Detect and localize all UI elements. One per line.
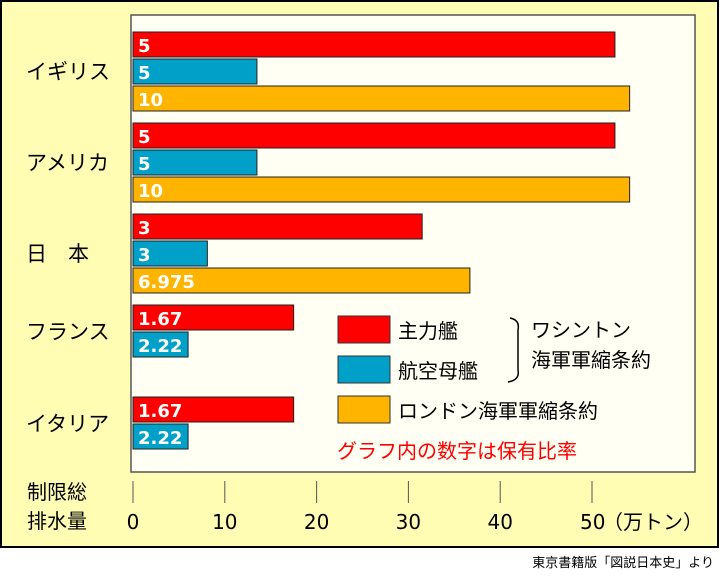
category-label: イタリア: [26, 412, 109, 436]
x-tick-label: 50: [580, 510, 605, 534]
legend-bracket-line1: ワシントン: [531, 318, 631, 342]
bar: [132, 423, 189, 450]
bar: [132, 85, 631, 112]
bar: [132, 31, 616, 58]
legend-swatch-london: [337, 395, 391, 424]
bar: [132, 331, 189, 358]
bar: [132, 122, 616, 149]
bar-label: 6.975: [138, 272, 195, 293]
bar-label: 3: [138, 245, 151, 266]
x-tick-label: 10: [212, 510, 237, 534]
legend-swatch-carrier: [337, 355, 391, 384]
x-tick-label: 40: [487, 510, 512, 534]
bar-label: 5: [138, 36, 151, 57]
legend-bracket: [507, 317, 520, 383]
bar: [132, 240, 208, 267]
category-label: イギリス: [26, 60, 110, 84]
bar-label: 2.22: [138, 428, 182, 449]
legend-bracket-line2: 海軍軍縮条約: [531, 348, 651, 372]
bar-label: 10: [138, 181, 163, 202]
legend-label-main: 主力艦: [398, 319, 458, 343]
bar-label: 2.22: [138, 336, 182, 357]
bar: [132, 149, 258, 176]
x-label-line1: 制限総: [27, 480, 87, 504]
source-credit: 東京書籍版「図説日本史」より: [532, 556, 714, 571]
legend-label-london: ロンドン海軍軍縮条約: [398, 399, 598, 423]
bar: [132, 58, 258, 85]
x-unit-label: （万トン）: [603, 510, 703, 534]
x-tick-label: 30: [396, 510, 421, 534]
legend-label-carrier: 航空母艦: [398, 359, 478, 383]
bar-label: 5: [138, 127, 151, 148]
legend: 主力艦 航空母艦 ワシントン 海軍軍縮条約 ロンドン海軍軍縮条約 グラフ内の数字…: [337, 315, 651, 463]
bar-label: 1.67: [138, 309, 182, 330]
category-label: アメリカ: [26, 151, 109, 175]
bar-label: 1.67: [138, 401, 182, 422]
bar: [132, 176, 631, 203]
legend-swatch-main: [337, 315, 391, 344]
bar-label: 10: [138, 90, 163, 111]
bar-label: 3: [138, 218, 151, 239]
bar-label: 5: [138, 154, 151, 175]
bar: [132, 304, 295, 331]
x-tick-label: 0: [127, 510, 140, 534]
bar: [132, 267, 471, 294]
chart-note: グラフ内の数字は保有比率: [337, 439, 577, 463]
category-label: フランス: [26, 320, 110, 344]
bar: [132, 396, 295, 423]
category-label: 日 本: [26, 242, 89, 266]
bar: [132, 213, 423, 240]
bar-label: 5: [138, 63, 151, 84]
x-label-line2: 排水量: [27, 509, 87, 533]
x-tick-label: 20: [304, 510, 329, 534]
